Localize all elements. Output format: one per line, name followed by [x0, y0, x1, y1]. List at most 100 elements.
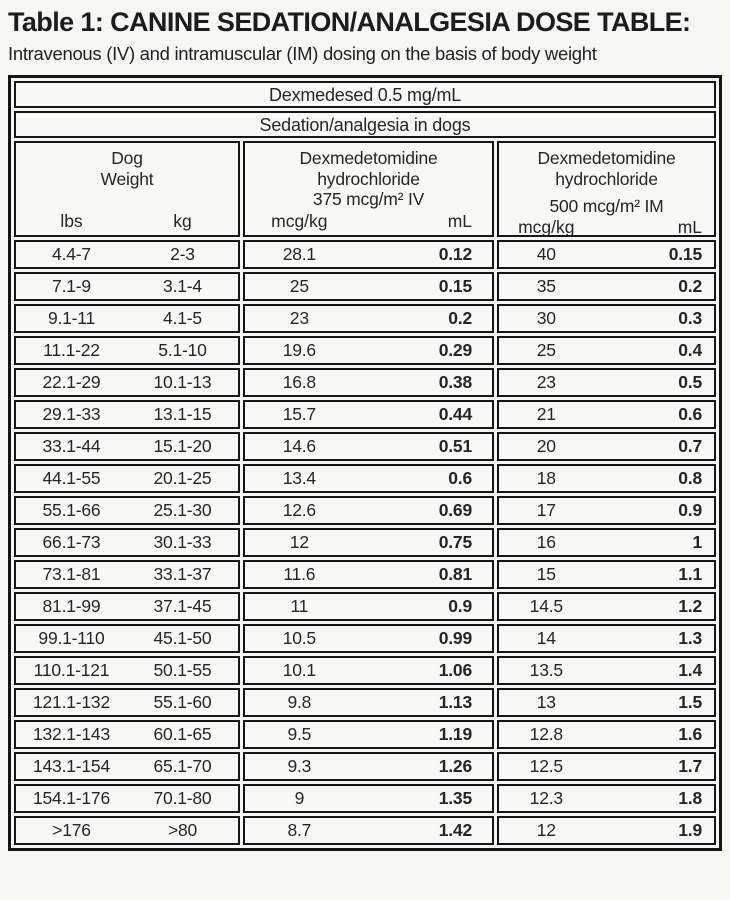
weight-kg-value: 10.1-13: [153, 372, 212, 392]
sub-column-label-mcg-kg: mcg/kg: [518, 216, 575, 237]
table-cell: 12.6 0.69: [243, 496, 494, 525]
weight-lbs-value: 81.1-99: [42, 596, 101, 616]
iv-mcg-per-kg-value: 9.5: [287, 724, 312, 744]
weight-lbs-value: 44.1-55: [42, 468, 101, 488]
page-title: Table 1: CANINE SEDATION/ANALGESIA DOSE …: [8, 7, 691, 37]
table-cell: 29.1-33 13.1-15: [14, 400, 240, 429]
im-mcg-per-kg-value: 12: [536, 820, 556, 840]
table-row: 73.1-81 33.1-37 11.6 0.81 15 1.1: [14, 560, 716, 589]
table-row: >176 >80 8.7 1.42 12 1.9: [14, 816, 716, 845]
table-cell: 9.5 1.19: [243, 720, 494, 749]
iv-mcg-per-kg-value: 12: [289, 532, 309, 552]
iv-ml-value: 0.6: [448, 468, 472, 488]
table-row: 4.4-7 2-3 28.1 0.12 40 0.15: [14, 240, 716, 269]
im-ml-value: 0.3: [678, 308, 702, 328]
sub-column-label-mL: mL: [447, 211, 472, 231]
im-ml-value: 0.6: [678, 404, 702, 424]
table-cell: 18 0.8: [497, 464, 716, 493]
iv-ml-value: 1.19: [438, 724, 472, 744]
weight-lbs-value: 66.1-73: [42, 532, 101, 552]
iv-ml-value: 1.42: [438, 820, 472, 840]
table-cell: 9.8 1.13: [243, 688, 494, 717]
weight-kg-value: 55.1-60: [153, 692, 212, 712]
weight-lbs-value: >176: [52, 820, 91, 840]
weight-lbs-value: 11.1-22: [43, 340, 100, 360]
weight-lbs-value: 9.1-11: [47, 308, 96, 328]
iv-mcg-per-kg-value: 13.4: [282, 468, 316, 488]
im-mcg-per-kg-value: 20: [536, 436, 556, 456]
table-cell: 8.7 1.42: [243, 816, 494, 845]
indication-header: Sedation/analgesia in dogs: [14, 111, 716, 138]
iv-mcg-per-kg-value: 10.1: [282, 660, 316, 680]
table-cell: 25 0.4: [497, 336, 716, 365]
table-cell: 14.6 0.51: [243, 432, 494, 461]
iv-ml-value: 0.69: [438, 500, 472, 520]
column-group-title: Dog Weight: [16, 148, 238, 189]
table-cell: 19.6 0.29: [243, 336, 494, 365]
iv-ml-value: 0.12: [438, 244, 472, 264]
table-cell: 121.1-132 55.1-60: [14, 688, 240, 717]
table-cell: >176 >80: [14, 816, 240, 845]
table-cell: 9 1.35: [243, 784, 494, 813]
weight-kg-value: 4.1-5: [163, 308, 202, 328]
weight-lbs-value: 132.1-143: [32, 724, 111, 744]
im-mcg-per-kg-value: 21: [536, 404, 556, 424]
im-mcg-per-kg-value: 35: [536, 276, 556, 296]
sub-column-label-mcg-kg: mcg/kg: [271, 211, 328, 231]
table-cell: 66.1-73 30.1-33: [14, 528, 240, 557]
im-mcg-per-kg-value: 13: [536, 692, 556, 712]
weight-kg-value: 13.1-15: [153, 404, 212, 424]
im-ml-value: 1.5: [678, 692, 702, 712]
table-cell: 11.1-22 5.1-10: [14, 336, 240, 365]
im-ml-value: 0.8: [678, 468, 702, 488]
table-cell: 99.1-110 45.1-50: [14, 624, 240, 653]
column-group-title-line: 500 mcg/m² IM: [549, 196, 664, 217]
table-cell: 17 0.9: [497, 496, 716, 525]
iv-ml-value: 0.38: [438, 372, 472, 392]
iv-mcg-per-kg-value: 12.6: [282, 500, 316, 520]
weight-kg-value: 37.1-45: [153, 596, 212, 616]
table-row: 154.1-176 70.1-80 9 1.35 12.3 1.8: [14, 784, 716, 813]
iv-ml-value: 0.51: [438, 436, 472, 456]
iv-ml-value: 0.2: [448, 308, 472, 328]
table-row: 143.1-154 65.1-70 9.3 1.26 12.5 1.7: [14, 752, 716, 781]
table-cell: 73.1-81 33.1-37: [14, 560, 240, 589]
iv-ml-value: 0.81: [438, 564, 472, 584]
column-group-title: Dexmedetomidine hydrochloride 500 mcg/m² I…: [499, 148, 714, 217]
table-cell: 30 0.3: [497, 304, 716, 333]
iv-mcg-per-kg-value: 10.5: [282, 628, 316, 648]
weight-lbs-value: 29.1-33: [42, 404, 101, 424]
table-cell: 23 0.5: [497, 368, 716, 397]
column-group-title-line: Dog: [111, 148, 143, 168]
iv-mcg-per-kg-value: 14.6: [282, 436, 316, 456]
weight-kg-value: 25.1-30: [153, 500, 212, 520]
weight-lbs-value: 143.1-154: [32, 756, 111, 776]
table-cell: 15.7 0.44: [243, 400, 494, 429]
iv-ml-value: 1.06: [438, 660, 472, 680]
iv-mcg-per-kg-value: 9.8: [287, 692, 312, 712]
weight-lbs-value: 154.1-176: [32, 788, 111, 808]
table-cell: 7.1-9 3.1-4: [14, 272, 240, 301]
im-ml-value: 1.2: [678, 596, 702, 616]
iv-mcg-per-kg-value: 16.8: [282, 372, 316, 392]
sub-column-labels: lbs kg: [16, 211, 238, 235]
im-mcg-per-kg-value: 23: [536, 372, 556, 392]
im-ml-value: 1.7: [678, 756, 702, 776]
weight-kg-value: 3.1-4: [163, 276, 202, 296]
sub-column-labels: mcg/kg mL: [245, 211, 492, 235]
im-ml-value: 0.15: [668, 244, 702, 264]
table-cell: 12.5 1.7: [497, 752, 716, 781]
im-ml-value: 1.6: [678, 724, 702, 744]
table-row: 7.1-9 3.1-4 25 0.15 35 0.2: [14, 272, 716, 301]
column-group-header-dexmedetomidine-im: Dexmedetomidine hydrochloride 500 mcg/m² I…: [497, 141, 716, 237]
table-cell: 25 0.15: [243, 272, 494, 301]
iv-ml-value: 0.9: [448, 596, 472, 616]
table-row: 110.1-121 50.1-55 10.1 1.06 13.5 1.4: [14, 656, 716, 685]
table-row: 44.1-55 20.1-25 13.4 0.6 18 0.8: [14, 464, 716, 493]
table-row: 66.1-73 30.1-33 12 0.75 16 1: [14, 528, 716, 557]
weight-lbs-value: 110.1-121: [33, 660, 110, 680]
weight-lbs-value: 121.1-132: [32, 692, 111, 712]
im-mcg-per-kg-value: 15: [536, 564, 556, 584]
table-cell: 40 0.15: [497, 240, 716, 269]
weight-kg-value: >80: [167, 820, 198, 840]
